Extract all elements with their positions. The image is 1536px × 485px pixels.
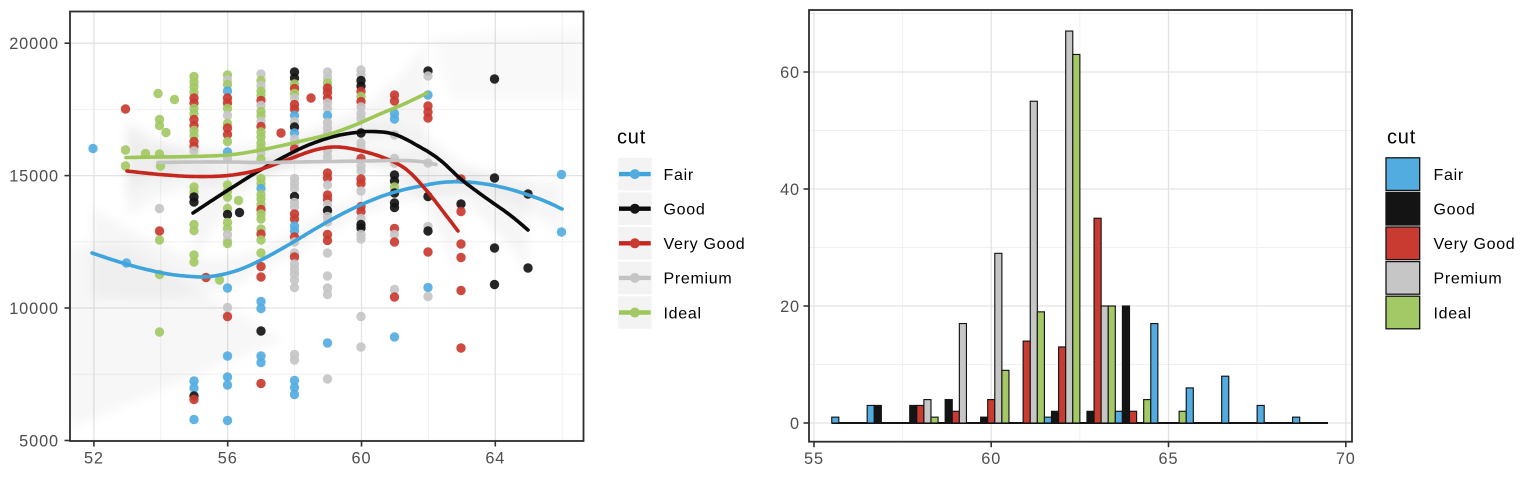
svg-text:10000: 10000: [9, 300, 59, 318]
svg-text:52: 52: [84, 450, 104, 468]
svg-text:cut: cut: [1387, 127, 1416, 149]
svg-text:5000: 5000: [19, 432, 59, 450]
svg-text:20000: 20000: [9, 35, 59, 53]
svg-text:60: 60: [352, 450, 372, 468]
svg-text:15000: 15000: [9, 168, 59, 186]
svg-text:Good: Good: [664, 202, 706, 219]
svg-text:Fair: Fair: [1434, 167, 1464, 184]
svg-text:0: 0: [790, 415, 800, 433]
svg-text:Fair: Fair: [664, 167, 694, 184]
svg-text:20: 20: [780, 298, 800, 316]
svg-text:Very Good: Very Good: [1434, 236, 1516, 253]
svg-text:65: 65: [1159, 450, 1179, 468]
svg-text:Very Good: Very Good: [664, 236, 746, 253]
svg-text:Good: Good: [1434, 202, 1476, 219]
svg-text:55: 55: [804, 450, 824, 468]
svg-text:60: 60: [780, 64, 800, 82]
svg-text:64: 64: [485, 450, 505, 468]
svg-text:Ideal: Ideal: [664, 305, 702, 322]
svg-text:60: 60: [981, 450, 1001, 468]
svg-text:40: 40: [780, 181, 800, 199]
svg-text:Premium: Premium: [664, 271, 733, 288]
svg-text:56: 56: [218, 450, 238, 468]
svg-text:Ideal: Ideal: [1434, 305, 1472, 322]
svg-text:cut: cut: [617, 127, 646, 149]
svg-text:70: 70: [1336, 450, 1356, 468]
svg-text:Premium: Premium: [1434, 271, 1503, 288]
